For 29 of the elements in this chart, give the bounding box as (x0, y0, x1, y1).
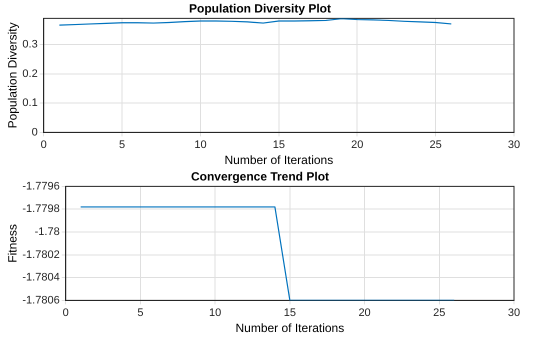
y-tick-label: -1.7804 (22, 272, 60, 284)
x-tick-label: 5 (119, 139, 126, 152)
y-tick-label: 0.2 (22, 68, 38, 80)
y-tick-label: -1.78 (34, 226, 60, 238)
y-tick-label: 0 (32, 126, 38, 138)
x-tick-label: 30 (508, 139, 520, 152)
chart-title: Population Diversity Plot (188, 2, 332, 16)
y-axis-title: Fitness (6, 224, 20, 263)
x-tick-label: 15 (272, 139, 285, 152)
x-tick-label: 30 (508, 307, 520, 320)
y-tick-label: 0.3 (22, 38, 38, 51)
y-tick-label: -1.7798 (22, 203, 60, 216)
x-axis-title: Number of Iterations (235, 321, 344, 336)
x-axis-title: Number of Iterations (224, 153, 334, 168)
y-tick-label: 0.1 (22, 97, 38, 110)
y-tick-label: -1.7802 (22, 248, 60, 261)
x-tick-label: 10 (209, 307, 222, 320)
y-axis-title: Population Diversity (6, 22, 20, 128)
x-tick-label: 15 (284, 307, 296, 320)
chart-title: Convergence Trend Plot (190, 170, 330, 184)
y-tick-label: -1.7806 (22, 294, 60, 306)
x-tick-label: 0 (62, 307, 69, 320)
y-tick-label: -1.7796 (22, 180, 60, 192)
x-tick-label: 25 (429, 139, 442, 152)
x-tick-label: 20 (351, 139, 364, 152)
x-tick-label: 20 (358, 307, 371, 320)
x-tick-label: 10 (194, 139, 207, 152)
x-tick-label: 5 (137, 307, 144, 320)
x-tick-label: 25 (433, 307, 446, 320)
